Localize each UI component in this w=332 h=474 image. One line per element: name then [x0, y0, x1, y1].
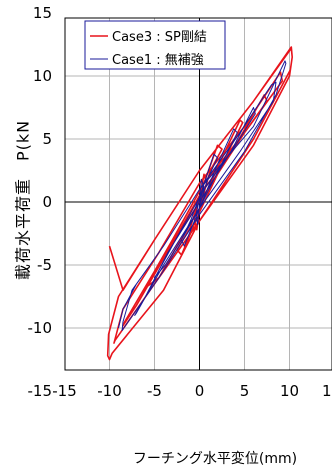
y-tick-label: 10: [33, 67, 52, 85]
y-tick-label: -10: [28, 319, 53, 337]
x-tick-label: 10: [280, 382, 299, 400]
x-axis-title: フーチング水平変位(mm): [133, 450, 297, 467]
y-tick-label: 0: [42, 193, 52, 211]
x-tick-label: -5: [147, 382, 162, 400]
series-layer: [106, 46, 294, 361]
x-tick-label: -10: [97, 382, 122, 400]
legend-box: [84, 20, 226, 70]
x-tick-label: -15: [52, 382, 77, 400]
x-tick-label: 5: [240, 382, 250, 400]
y-tick-label: 5: [42, 130, 52, 148]
legend: Case3 : SP剛結 Case1 : 無補強: [84, 20, 226, 70]
x-tick-label: 1: [322, 382, 332, 400]
series-line-case1: [118, 60, 287, 331]
y-tick-label: 15: [33, 4, 52, 22]
legend-label-case3: Case3 : SP剛結: [112, 30, 207, 45]
x-tick-labels: -15 -10 -5 0 5 10 1: [52, 382, 331, 400]
y-axis-title: 載荷水平荷重 P(kN: [14, 120, 33, 280]
x-tick-label: 0: [195, 382, 205, 400]
y-tick-label: -5: [37, 256, 52, 274]
plot-border: [64, 17, 332, 371]
y-tick-label: -15: [28, 382, 53, 400]
legend-label-case1: Case1 : 無補強: [112, 53, 204, 68]
y-tick-labels: 15 10 5 0 -5 -10 -15: [28, 4, 53, 400]
